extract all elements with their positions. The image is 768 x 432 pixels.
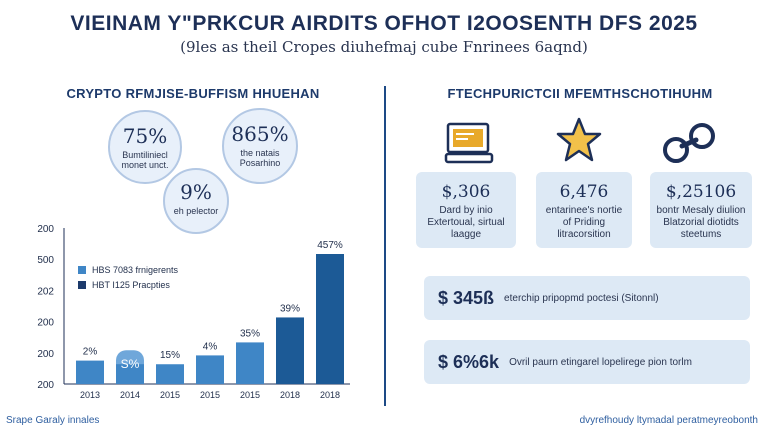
stat-card-text: Dard by inio Extertoual, sirtual laagge xyxy=(427,205,505,240)
section-divider xyxy=(384,86,386,406)
bar xyxy=(276,317,304,384)
x-tick-label: 2015 xyxy=(240,390,260,400)
legend-swatch xyxy=(78,265,86,274)
right-section-heading: FTECHPURICTCII MFEMTHSCHOTIHUHM xyxy=(447,86,713,101)
stat-bubble-label: Bumtiliniecl monet unct. xyxy=(121,150,169,170)
y-tick-label: 200 xyxy=(37,349,54,360)
y-tick-label: 200 xyxy=(37,224,54,235)
page-title: VIEINAM Y"PRKCUR AIRDITS OFHOT I2OOSENTH… xyxy=(70,12,698,35)
bar xyxy=(76,360,104,384)
stat-card-text: entarinee's nortie of Priding litracorsi… xyxy=(545,205,623,240)
x-tick-label: 2014 xyxy=(120,390,140,400)
chart-legend: HBS 7083 frnigerents HBT I125 Pracpties xyxy=(78,262,178,292)
bar-data-label: 4% xyxy=(203,341,218,352)
star-icon xyxy=(556,117,602,162)
bar xyxy=(156,364,184,384)
stat-bubble-label: the natais Posarhino xyxy=(239,148,281,168)
footer-source: Srape Garaly innales xyxy=(6,415,100,426)
y-tick-label: 200 xyxy=(37,318,54,329)
x-tick-label: 2018 xyxy=(280,390,300,400)
stat-bubble-2: 865% the natais Posarhino xyxy=(222,108,298,184)
bar-data-label: 457% xyxy=(317,240,343,251)
link-icon xyxy=(663,123,715,163)
bar-data-label: 35% xyxy=(240,328,260,339)
stat-card-2: 6,476 entarinee's nortie of Priding litr… xyxy=(536,172,632,248)
x-tick-label: 2013 xyxy=(80,390,100,400)
legend-label: HBS 7083 frnigerents xyxy=(92,264,179,275)
y-tick-label: 500 xyxy=(37,255,54,266)
stat-card-value: 6,476 xyxy=(559,182,609,202)
stat-bubble-3: 9% eh pelector xyxy=(163,168,229,234)
stat-card-1: $,306 Dard by inio Extertoual, sirtual l… xyxy=(416,172,516,248)
legend-label: HBT I125 Pracpties xyxy=(92,279,170,290)
page-subtitle: (9les as theil Cropes diuhefmaj cube Fnr… xyxy=(180,38,588,56)
stat-row-value: $ 345ß xyxy=(438,287,495,308)
bar xyxy=(236,342,264,384)
stat-row-text: eterchip pripopmd poctesi (Sitonnl) xyxy=(504,292,659,304)
bar-data-label: 2% xyxy=(83,347,98,358)
y-tick-label: 200 xyxy=(37,380,54,391)
stat-row-2: $ 6%6k Ovril paurn etingarel lopelirege … xyxy=(424,340,750,384)
bar xyxy=(196,355,224,384)
stat-bubble-value: 9% xyxy=(180,180,212,204)
stat-row-1: $ 345ß eterchip pripopmd poctesi (Sitonn… xyxy=(424,276,750,320)
stat-bubble-value: 75% xyxy=(122,124,168,148)
stat-row-value: $ 6%6k xyxy=(438,351,500,372)
legend-item: HBT I125 Pracpties xyxy=(78,277,178,292)
x-tick-label: 2015 xyxy=(160,390,180,400)
stat-row-text: Ovril paurn etingarel lopelirege pion to… xyxy=(509,356,692,368)
left-section-heading: CRYPTO RFMJISE-BUFFISM HHUEHAN xyxy=(66,86,320,101)
laptop-icon xyxy=(444,122,494,164)
bar-data-label: 15% xyxy=(160,350,180,361)
bar-data-label: 39% xyxy=(280,303,300,314)
stat-bubble-label: eh pelector xyxy=(173,206,219,216)
y-tick-label: 202 xyxy=(37,286,54,297)
stat-card-value: $,306 xyxy=(441,182,491,202)
legend-swatch xyxy=(78,280,86,289)
legend-item: HBS 7083 frnigerents xyxy=(78,262,178,277)
stat-card-text: bontr Mesaly diulion Blatzorial diotidts… xyxy=(656,205,746,240)
stat-bubble-1: 75% Bumtiliniecl monet unct. xyxy=(108,110,182,184)
x-tick-label: 2018 xyxy=(320,390,340,400)
footer-credit: dvyrefhoudy ltymadal peratmeyreobonth xyxy=(579,415,758,426)
stat-card-3: $,25106 bontr Mesaly diulion Blatzorial … xyxy=(650,172,752,248)
bar xyxy=(316,254,344,384)
stat-bubble-value: 865% xyxy=(231,122,289,146)
bar-data-label: S% xyxy=(121,357,140,371)
stat-card-value: $,25106 xyxy=(665,182,737,202)
x-tick-label: 2015 xyxy=(200,390,220,400)
bar-lower xyxy=(116,364,144,384)
